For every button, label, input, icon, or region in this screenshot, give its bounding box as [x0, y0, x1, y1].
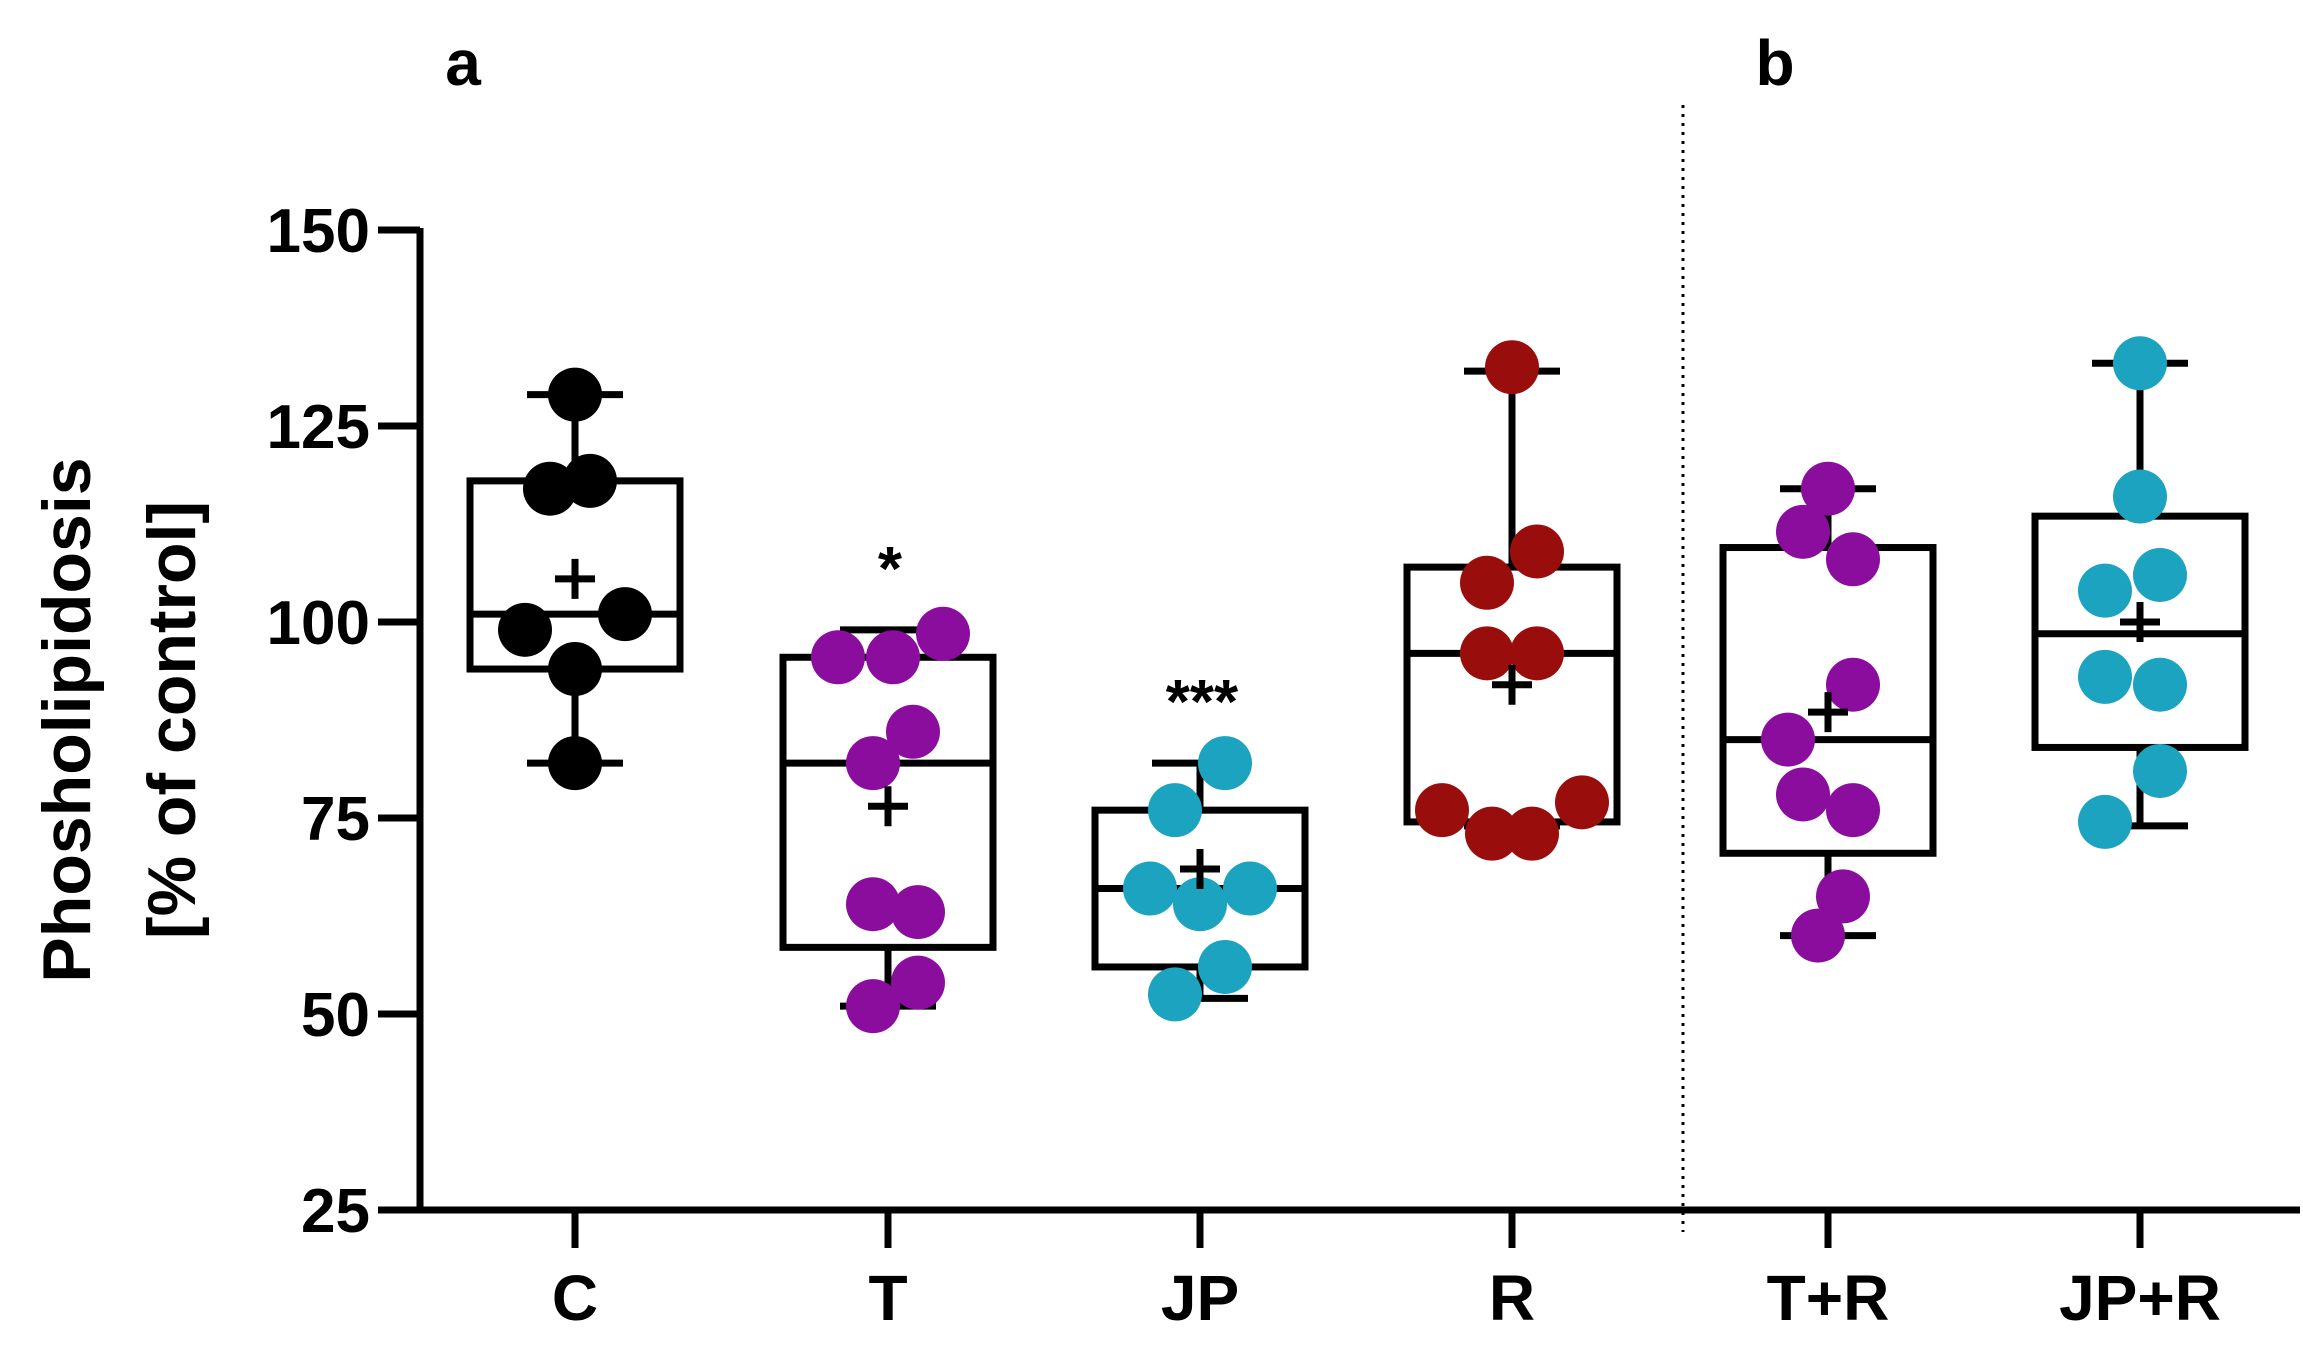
y-tick-label: 125 — [267, 393, 370, 462]
data-point — [598, 587, 652, 642]
box-group-t-plus-r — [1719, 461, 1937, 963]
panel-label-b: b — [1755, 27, 1794, 99]
significance-marker: *** — [1166, 668, 1239, 737]
x-tick-label: JP+R — [2059, 1262, 2221, 1334]
data-point — [891, 955, 945, 1010]
data-point — [1198, 939, 1252, 994]
data-point — [1173, 877, 1227, 932]
x-tick-label: T+R — [1767, 1262, 1890, 1334]
data-point — [1485, 340, 1539, 395]
y-axis-title-line1: Phosholipidosis — [29, 457, 105, 982]
data-point — [548, 736, 602, 791]
data-point — [891, 885, 945, 940]
axes: 25 50 75 100 125 150 C T JP R T+R JP+R — [267, 105, 2300, 1334]
data-point — [1776, 767, 1830, 822]
panel-label-a: a — [445, 27, 481, 99]
data-point — [1460, 555, 1514, 610]
data-point — [1505, 806, 1559, 861]
data-point — [1148, 967, 1202, 1022]
data-point — [1816, 869, 1870, 924]
data-point — [846, 877, 900, 932]
chart-labels: a b Phosholipidosis [% of control] — [29, 27, 1795, 983]
x-tick-label: T — [868, 1262, 907, 1334]
data-point — [498, 602, 552, 657]
data-point — [1791, 908, 1845, 963]
data-point — [1460, 626, 1514, 681]
data-point — [1415, 783, 1469, 838]
box-group-t: * — [779, 535, 997, 1034]
data-point — [916, 606, 970, 661]
data-point — [866, 630, 920, 685]
box-group-r — [1403, 340, 1621, 861]
data-point — [1510, 524, 1564, 579]
y-tick-label: 50 — [301, 981, 370, 1050]
data-point — [563, 453, 617, 508]
data-point — [2133, 547, 2187, 602]
significance-marker: * — [878, 535, 903, 604]
data-point — [1465, 806, 1519, 861]
x-tick-label: R — [1489, 1262, 1535, 1334]
x-tick-label: C — [552, 1262, 598, 1334]
y-tick-label: 25 — [301, 1177, 370, 1246]
data-point — [2078, 563, 2132, 618]
box-plots: **** — [466, 336, 2249, 1034]
y-tick-label: 100 — [267, 589, 370, 658]
data-point — [523, 461, 577, 516]
data-point — [811, 630, 865, 685]
data-point — [1801, 461, 1855, 516]
y-tick-label: 75 — [301, 785, 370, 854]
y-axis-title-line2: [% of control] — [134, 501, 210, 939]
data-point — [846, 979, 900, 1034]
data-point — [548, 367, 602, 422]
data-point — [2078, 649, 2132, 704]
data-point — [1148, 783, 1202, 838]
data-point — [846, 736, 900, 791]
data-point — [2113, 469, 2167, 524]
box-group-c — [466, 367, 684, 791]
data-point — [1223, 861, 1277, 916]
data-point — [1826, 657, 1880, 712]
data-point — [2133, 657, 2187, 712]
data-point — [1761, 712, 1815, 767]
data-point — [1123, 861, 1177, 916]
box-iqr — [1719, 544, 1937, 857]
data-point — [1198, 736, 1252, 791]
y-tick-label: 150 — [267, 197, 370, 266]
data-point — [1776, 504, 1830, 559]
data-point — [886, 704, 940, 759]
data-point — [1826, 532, 1880, 587]
box-group-jp-plus-r — [2031, 336, 2249, 849]
data-point — [548, 642, 602, 697]
data-point — [1555, 775, 1609, 830]
data-point — [1510, 626, 1564, 681]
data-point — [2113, 336, 2167, 391]
data-point — [2133, 743, 2187, 798]
x-tick-label: JP — [1161, 1262, 1239, 1334]
data-point — [2078, 794, 2132, 849]
box-group-jp: *** — [1091, 668, 1309, 1022]
data-point — [1826, 783, 1880, 838]
